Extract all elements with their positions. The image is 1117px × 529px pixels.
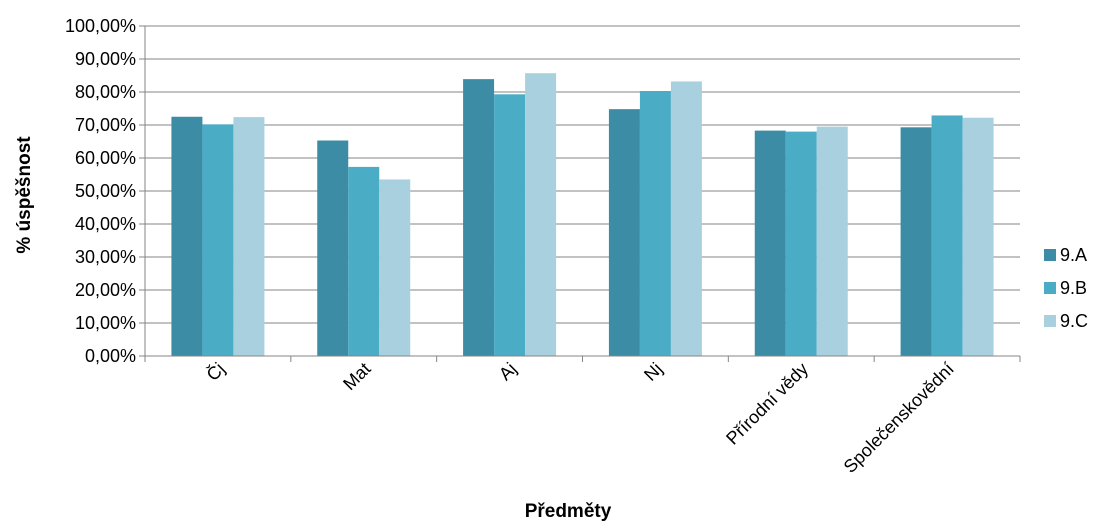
x-tick-label: Společenskovědní — [840, 359, 958, 477]
bar-9A-5 — [900, 127, 932, 356]
bar-9B-3 — [639, 91, 671, 356]
y-tick-label: 20,00% — [75, 280, 136, 300]
bar-9C-2 — [525, 73, 557, 356]
y-tick-label: 90,00% — [75, 49, 136, 69]
bar-9A-2 — [463, 79, 495, 356]
y-tick-label: 100,00% — [65, 16, 136, 36]
y-tick-label: 80,00% — [75, 82, 136, 102]
bar-9B-2 — [494, 94, 526, 356]
y-tick-label: 10,00% — [75, 313, 136, 333]
legend-swatch — [1044, 315, 1056, 327]
bar-9C-3 — [670, 81, 702, 356]
bar-9C-5 — [962, 117, 994, 357]
y-tick-label: 0,00% — [85, 346, 136, 366]
x-tick-label: Mat — [339, 359, 374, 394]
bar-9C-1 — [379, 179, 411, 356]
legend-label: 9.C — [1060, 311, 1088, 331]
x-tick-label: Čj — [202, 358, 229, 385]
y-tick-label: 70,00% — [75, 115, 136, 135]
x-tick-label: Přírodní vědy — [722, 359, 812, 449]
bar-9A-4 — [754, 130, 786, 356]
legend-swatch — [1044, 282, 1056, 294]
y-tick-label: 40,00% — [75, 214, 136, 234]
x-tick-label: Aj — [495, 359, 520, 384]
bar-9C-0 — [233, 117, 265, 356]
bar-9B-5 — [931, 115, 963, 357]
bar-9A-1 — [317, 140, 349, 356]
bar-9B-1 — [348, 166, 380, 356]
x-axis-title: Předměty — [525, 501, 612, 522]
legend: 9.A 9.B 9.C — [1044, 245, 1088, 331]
bar-9B-4 — [785, 131, 817, 356]
y-tick-label: 30,00% — [75, 247, 136, 267]
y-axis-title: % úspěšnost — [14, 136, 35, 254]
legend-label: 9.B — [1060, 278, 1087, 298]
y-tick-label: 50,00% — [75, 181, 136, 201]
bar-9A-0 — [171, 116, 203, 356]
x-tick-label: Nj — [640, 359, 666, 385]
gridlines — [145, 25, 1020, 324]
bar-9C-4 — [816, 126, 848, 357]
y-tick-label: 60,00% — [75, 148, 136, 168]
bar-9A-3 — [608, 109, 640, 356]
bar-9B-0 — [202, 124, 234, 356]
legend-label: 9.A — [1060, 245, 1087, 265]
legend-swatch — [1044, 249, 1056, 261]
bars — [171, 73, 994, 357]
